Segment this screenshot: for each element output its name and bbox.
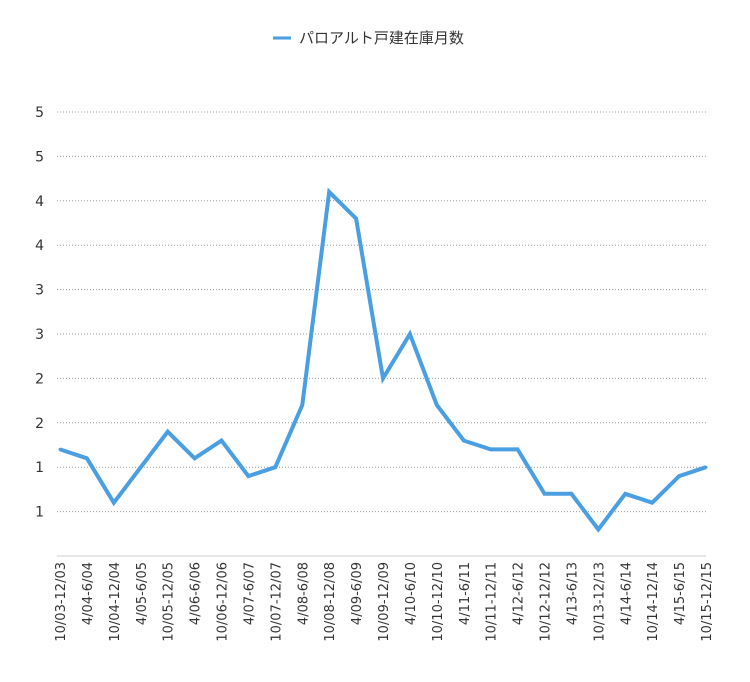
data-point-0-23	[677, 474, 681, 478]
data-point-0-20	[596, 527, 600, 531]
x-tick-label-20: 10/13-12/13	[592, 562, 607, 642]
data-point-0-7	[246, 474, 250, 478]
x-tick-label-2: 10/04-12/04	[108, 562, 123, 642]
x-tick-label-9: 4/08-6/08	[296, 562, 311, 625]
data-point-0-14	[435, 403, 439, 407]
data-point-0-10	[327, 190, 331, 194]
data-point-0-19	[569, 492, 573, 496]
data-point-0-16	[489, 447, 493, 451]
x-tick-label-5: 4/06-6/06	[189, 562, 204, 625]
series-layer	[58, 187, 708, 533]
data-point-0-5	[193, 456, 197, 460]
x-tick-label-4: 10/05-12/05	[162, 562, 177, 642]
x-tick-label-17: 4/12-6/12	[512, 562, 527, 625]
data-point-0-13	[408, 332, 412, 336]
x-tick-label-7: 4/07-6/07	[242, 562, 257, 625]
x-tick-label-1: 4/04-6/04	[81, 562, 96, 625]
x-axis-ticks: 10/03-12/03 4/04-6/04 10/04-12/04 4/05-6/05…	[54, 562, 715, 642]
legend: パロアルト戸建在庫月数	[273, 29, 464, 47]
x-tick-label-19: 4/13-6/13	[565, 562, 580, 625]
x-tick-label-8: 10/07-12/07	[269, 562, 284, 642]
data-point-0-6	[220, 439, 223, 443]
x-tick-label-14: 10/10-12/10	[431, 562, 446, 642]
x-tick-label-18: 10/12-12/12	[539, 562, 554, 642]
x-tick-label-12: 10/09-12/09	[377, 562, 392, 642]
data-point-0-4	[166, 430, 170, 434]
data-point-0-1	[85, 456, 89, 460]
x-tick-label-11: 4/09-6/09	[350, 562, 365, 625]
legend-label: パロアルト戸建在庫月数	[299, 29, 464, 47]
x-tick-label-10: 10/08-12/08	[323, 562, 338, 642]
data-point-0-21	[623, 492, 627, 496]
y-tick-label-6: 4	[35, 238, 44, 254]
x-tick-label-24: 10/15-12/15	[700, 562, 715, 642]
data-point-0-2	[112, 501, 116, 505]
y-tick-label-3: 2	[35, 371, 44, 387]
x-tick-label-6: 10/06-12/06	[216, 562, 231, 642]
y-tick-label-2: 2	[35, 416, 44, 432]
data-point-0-15	[462, 439, 466, 443]
x-tick-label-21: 4/14-6/14	[619, 562, 634, 625]
y-tick-label-7: 4	[35, 194, 44, 210]
series-line-0	[59, 187, 707, 533]
data-point-0-3	[139, 465, 143, 469]
y-tick-label-9: 5	[35, 105, 44, 121]
y-tick-label-8: 5	[35, 149, 44, 165]
data-point-0-17	[516, 447, 520, 451]
y-tick-label-0: 1	[35, 505, 44, 521]
data-point-0-9	[300, 403, 304, 407]
data-point-0-0	[58, 447, 62, 451]
y-tick-label-1: 1	[35, 460, 44, 476]
data-point-0-12	[381, 376, 385, 380]
y-tick-label-5: 3	[35, 283, 44, 299]
data-point-0-18	[543, 492, 546, 496]
data-point-0-11	[354, 217, 358, 221]
x-tick-label-3: 4/05-6/05	[135, 562, 150, 625]
x-tick-label-15: 4/11-6/11	[458, 562, 473, 625]
x-tick-label-0: 10/03-12/03	[54, 562, 69, 642]
data-point-0-24	[704, 465, 708, 469]
data-point-0-8	[273, 465, 277, 469]
x-tick-label-22: 10/14-12/14	[646, 562, 661, 642]
y-tick-label-4: 3	[35, 327, 44, 343]
data-point-0-22	[650, 501, 654, 505]
x-tick-label-16: 10/11-12/11	[485, 562, 500, 642]
x-tick-label-23: 4/15-6/15	[673, 562, 688, 625]
x-tick-label-13: 4/10-6/10	[404, 562, 419, 625]
y-axis-ticks: 1 1 2 2 3 3 4 4 5 5	[35, 105, 44, 521]
